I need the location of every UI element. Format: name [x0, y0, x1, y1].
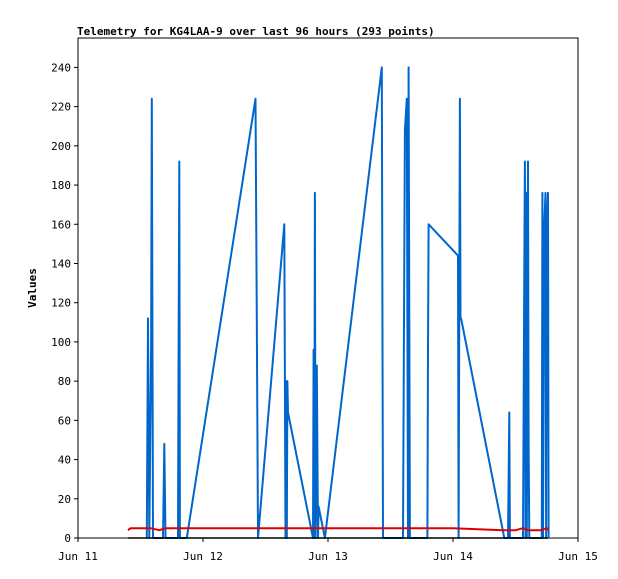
series-group: [127, 66, 550, 539]
y-tick-label: 20: [58, 493, 71, 506]
y-tick-label: 200: [51, 140, 71, 153]
plot-area: [77, 37, 579, 539]
x-tick-label: Jun 15: [558, 550, 598, 563]
y-tick-label: 80: [58, 375, 71, 388]
x-tick-label: Jun 13: [308, 550, 348, 563]
y-tick-label: 0: [64, 532, 71, 545]
x-axis: Jun 11 Jun 12 Jun 13 Jun 14 Jun 15: [58, 538, 598, 563]
y-axis-label: Values: [26, 268, 39, 308]
x-tick-label: Jun 11: [58, 550, 98, 563]
y-tick-label: 160: [51, 218, 71, 231]
chart-title: Telemetry for KG4LAA-9 over last 96 hour…: [77, 25, 435, 38]
y-tick-label: 240: [51, 61, 71, 74]
y-tick-label: 60: [58, 414, 71, 427]
series-line-2: [127, 527, 549, 532]
x-tick-label: Jun 12: [183, 550, 223, 563]
y-tick-label: 120: [51, 297, 71, 310]
y-axis: 0 20 40 60 80 100 120 140 160 180 200 220 240: [51, 61, 78, 545]
x-tick-label: Jun 14: [433, 550, 473, 563]
y-tick-label: 180: [51, 179, 71, 192]
y-tick-label: 40: [58, 454, 71, 467]
y-tick-label: 140: [51, 257, 71, 270]
y-tick-label: 100: [51, 336, 71, 349]
y-tick-label: 220: [51, 101, 71, 114]
